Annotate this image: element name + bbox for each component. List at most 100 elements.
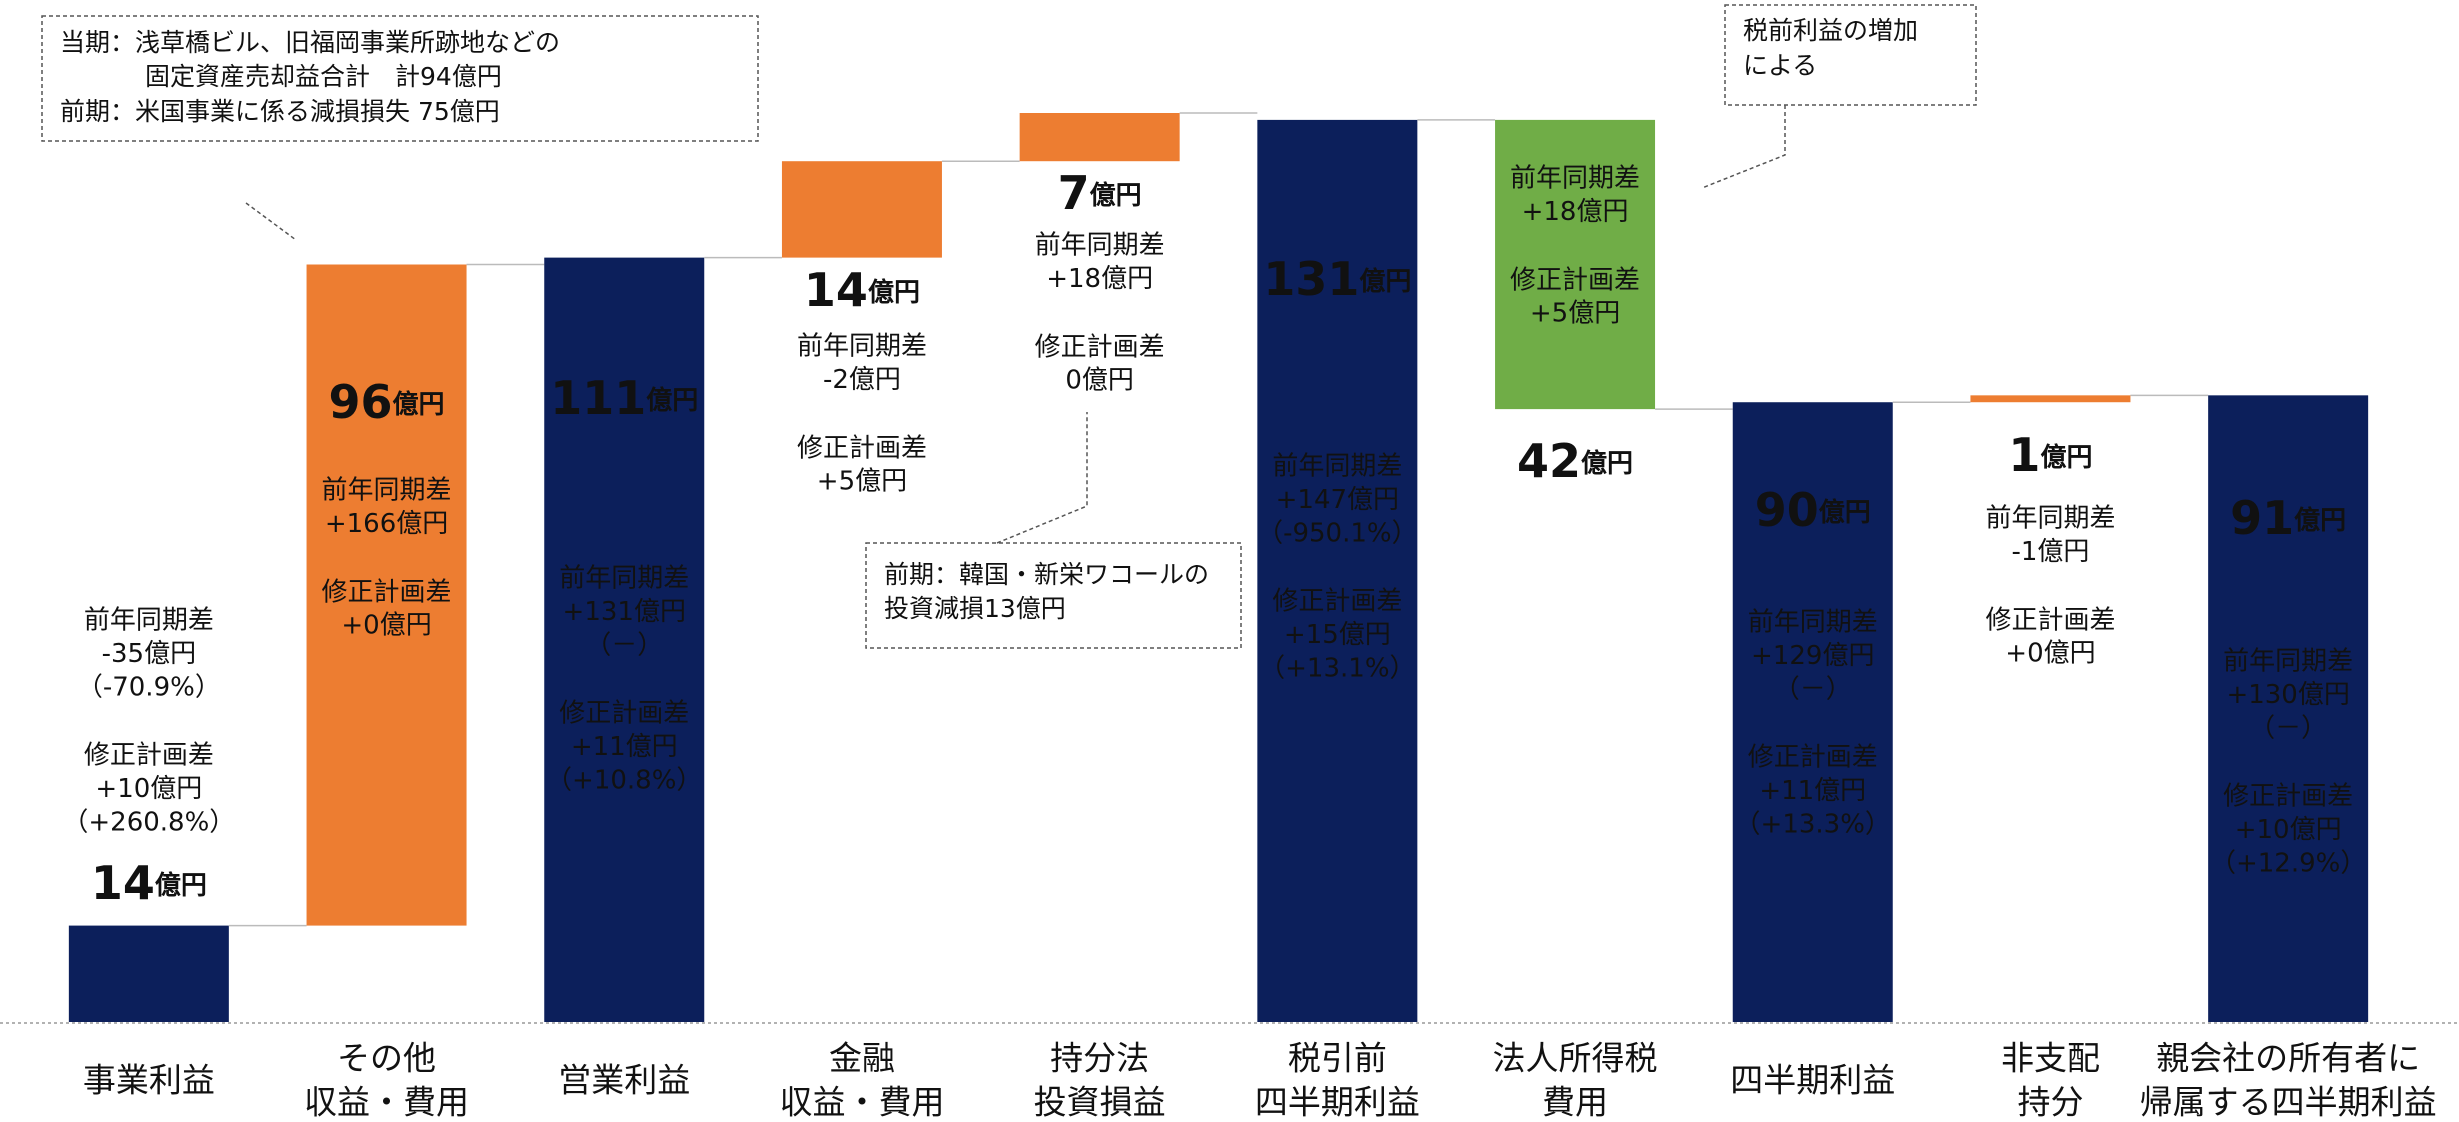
callout-box <box>41 15 759 142</box>
note-text: 修正計画差 <box>1510 265 1640 295</box>
note-text: 前年同期差 <box>797 332 927 362</box>
note-text: -2億円 <box>823 365 901 395</box>
callout-text: 前期：米国事業に係る減損損失 75億円 <box>60 97 500 126</box>
x-tick-label: 法人所得税 <box>1493 1039 1658 1078</box>
note-text: 修正計画差 <box>84 741 214 771</box>
x-tick-label: その他 <box>337 1039 436 1078</box>
callout-text: 当期：浅草橋ビル、旧福岡事業所跡地などの <box>60 28 560 57</box>
bar <box>1257 119 1418 1023</box>
value-label: 91億円 <box>2230 491 2346 545</box>
value-label: 111億円 <box>550 371 698 425</box>
note-text: 修正計画差 <box>1272 587 1402 617</box>
x-tick-label: 親会社の所有者に <box>2156 1039 2420 1078</box>
x-tick-label: 費用 <box>1542 1083 1608 1122</box>
note-text: （+10.8%） <box>546 766 702 796</box>
note-text: +18億円 <box>1046 264 1153 294</box>
note-text: （－） <box>2249 713 2327 743</box>
bar <box>544 257 705 1022</box>
note-text: +10億円 <box>95 774 202 804</box>
note-text: 修正計画差 <box>322 577 452 607</box>
note-text: +10億円 <box>2235 815 2342 845</box>
note-text: -35億円 <box>102 639 196 669</box>
note-text: （-70.9%） <box>77 672 221 702</box>
callout-text: による <box>1743 51 1817 80</box>
callout-3: 税前利益の増加 による <box>1701 4 1977 189</box>
note-text: 0億円 <box>1065 366 1134 396</box>
callout-text: 前期：韓国・新栄ワコールの <box>884 560 1209 589</box>
bar <box>2208 395 2369 1022</box>
x-tick-label: 四半期利益 <box>1255 1083 1420 1122</box>
bar <box>1019 113 1180 162</box>
note-text: +130億円 <box>2226 680 2349 710</box>
callout-text: 固定資産売却益合計 計94億円 <box>145 62 502 91</box>
leader-line <box>1701 105 1786 189</box>
note-text: 前年同期差 <box>559 564 689 594</box>
callout-text: 投資減損13億円 <box>884 594 1066 623</box>
note-text: +129億円 <box>1751 641 1874 671</box>
value-label: 131億円 <box>1263 252 1411 306</box>
x-tick-label: 事業利益 <box>83 1061 215 1100</box>
note-text: （+13.1%） <box>1259 654 1415 684</box>
note-text: +18億円 <box>1522 197 1629 227</box>
callout-text: 税前利益の増加 <box>1743 16 1918 45</box>
note-text: （-950.1%） <box>1257 518 1418 548</box>
note-text: +147億円 <box>1276 485 1399 515</box>
callout-1: 当期：浅草橋ビル、旧福岡事業所跡地などの 固定資産売却益合計 計94億円 前期：… <box>41 15 759 241</box>
note-text: 修正計画差 <box>1985 605 2115 635</box>
note-text: （－） <box>1774 674 1852 704</box>
bar <box>68 925 229 1022</box>
value-label: 1億円 <box>2008 428 2092 482</box>
note-text: +5億円 <box>1530 299 1620 329</box>
callout-box <box>865 542 1242 649</box>
note-text: 前年同期差 <box>1985 504 2115 534</box>
x-tick-label: 金融 <box>829 1039 895 1078</box>
note-text: 前年同期差 <box>1272 452 1402 482</box>
note-text: 修正計画差 <box>559 699 689 729</box>
bar <box>1970 395 2131 403</box>
note-text: +131億円 <box>563 597 686 627</box>
x-tick-label: 営業利益 <box>558 1061 690 1100</box>
note-text: 前年同期差 <box>1035 231 1165 261</box>
x-tick-label: 収益・費用 <box>779 1083 944 1122</box>
note-text: 前年同期差 <box>1748 608 1878 638</box>
x-tick-label: 非支配 <box>2001 1039 2100 1078</box>
note-text: 修正計画差 <box>797 433 927 463</box>
leader-line <box>996 412 1088 544</box>
x-tick-label: 四半期利益 <box>1730 1061 1895 1100</box>
note-text: 前年同期差 <box>84 606 214 636</box>
callout-box <box>1724 4 1977 106</box>
note-text: +15億円 <box>1284 620 1391 650</box>
bar <box>1732 402 1893 1022</box>
bar <box>306 264 467 926</box>
x-tick-label: 収益・費用 <box>304 1083 469 1122</box>
note-text: 前年同期差 <box>2223 647 2353 677</box>
note-text: （+260.8%） <box>62 808 235 838</box>
note-text: （+12.9%） <box>2210 849 2366 879</box>
value-label: 14億円 <box>804 263 920 317</box>
note-text: 修正計画差 <box>2223 782 2353 812</box>
note-text: （+13.3%） <box>1735 810 1891 840</box>
callout-2: 前期：韓国・新栄ワコールの 投資減損13億円 <box>865 412 1242 649</box>
note-text: 修正計画差 <box>1035 332 1165 362</box>
bar <box>1495 119 1656 410</box>
value-label: 42億円 <box>1517 434 1633 488</box>
value-label: 96億円 <box>329 375 445 429</box>
value-label: 90億円 <box>1755 483 1871 537</box>
value-label: 14億円 <box>91 856 207 910</box>
note-text: +0億円 <box>341 611 431 641</box>
note-text: +11億円 <box>571 732 678 762</box>
note-text: +166億円 <box>325 509 448 539</box>
value-label: 7億円 <box>1058 166 1142 220</box>
note-text: +11億円 <box>1759 776 1866 806</box>
note-text: 前年同期差 <box>322 476 452 506</box>
note-text: +0億円 <box>2005 639 2095 669</box>
note-text: （－） <box>585 630 663 660</box>
x-tick-label: 帰属する四半期利益 <box>2140 1083 2437 1122</box>
note-text: 前年同期差 <box>1510 164 1640 194</box>
x-tick-label: 持分法 <box>1050 1039 1149 1078</box>
note-text: -1億円 <box>2011 537 2089 567</box>
x-tick-label: 税引前 <box>1288 1039 1387 1078</box>
x-tick-label: 持分 <box>2017 1083 2083 1122</box>
note-text: 修正計画差 <box>1748 743 1878 773</box>
